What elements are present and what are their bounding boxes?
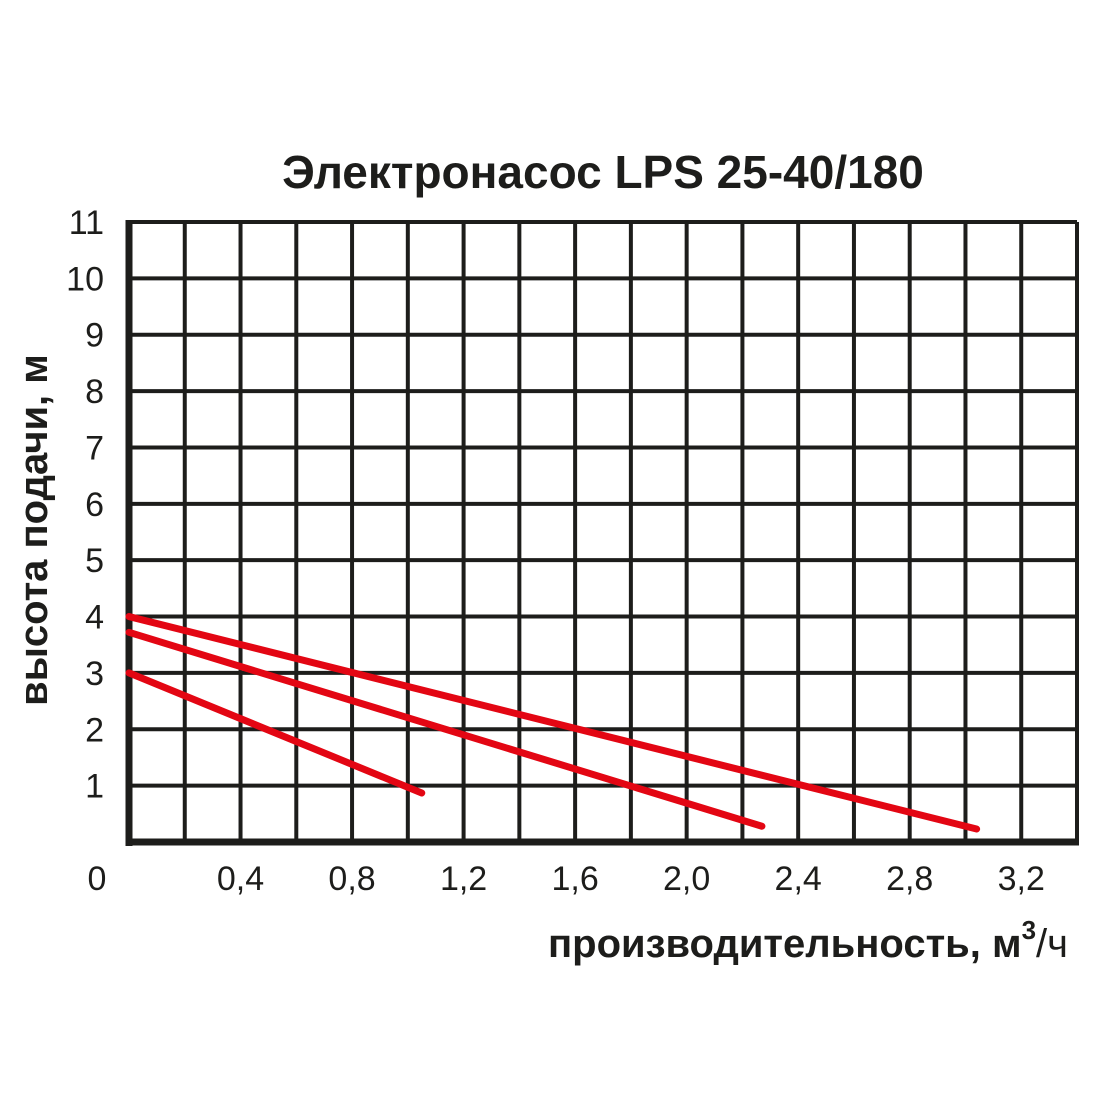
y-tick-label: 7 <box>85 429 104 467</box>
y-axis-label: высота подачи, м <box>12 354 56 706</box>
y-tick-label: 11 <box>69 204 104 242</box>
x-tick-label: 0,8 <box>328 860 375 898</box>
y-tick-label: 10 <box>66 260 104 298</box>
grid <box>125 220 1079 846</box>
series-lines <box>125 613 981 833</box>
x-tick-label: 2,0 <box>663 860 710 898</box>
x-tick-label: 2,8 <box>886 860 933 898</box>
chart-title: Электронасос LPS 25-40/180 <box>282 146 924 198</box>
y-tick-labels: 1 2 3 4 5 6 7 8 9 10 11 <box>66 204 104 806</box>
x-tick-label: 0,4 <box>217 860 264 898</box>
y-tick-label: 2 <box>85 711 104 749</box>
x-tick-label: 2,4 <box>775 860 822 898</box>
x-tick-label: 0 <box>88 860 107 898</box>
x-tick-labels: 0 0,4 0,8 1,2 1,6 2,0 2,4 2,8 3,2 <box>88 860 1045 898</box>
y-tick-label: 5 <box>85 542 104 580</box>
y-tick-label: 3 <box>85 655 104 693</box>
y-tick-label: 9 <box>85 317 104 355</box>
x-tick-label: 1,6 <box>551 860 598 898</box>
x-tick-label: 1,2 <box>440 860 487 898</box>
y-tick-label: 6 <box>85 486 104 524</box>
series-line-speed-3 <box>125 613 981 833</box>
x-tick-label: 3,2 <box>998 860 1045 898</box>
y-tick-label: 8 <box>85 373 104 411</box>
x-axis-label: производительность, м3/ч <box>548 915 1068 966</box>
series-line-speed-1 <box>125 669 426 797</box>
series-line-speed-2 <box>125 628 766 830</box>
y-tick-label: 1 <box>85 768 104 806</box>
y-tick-label: 4 <box>85 599 104 637</box>
